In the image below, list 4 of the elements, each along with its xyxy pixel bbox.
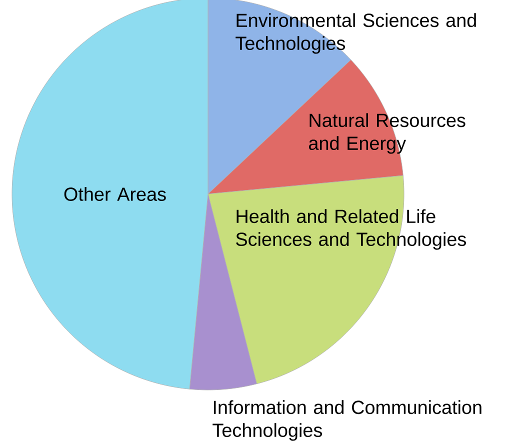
slice-label: Environmental Sciences and Technologies: [236, 13, 476, 54]
slice-label: Information and Communication Technologies: [212, 400, 482, 441]
slice-label: Health and Related Life Sciences and Technologies: [236, 209, 466, 250]
slice-label: Other Areas: [64, 187, 166, 201]
